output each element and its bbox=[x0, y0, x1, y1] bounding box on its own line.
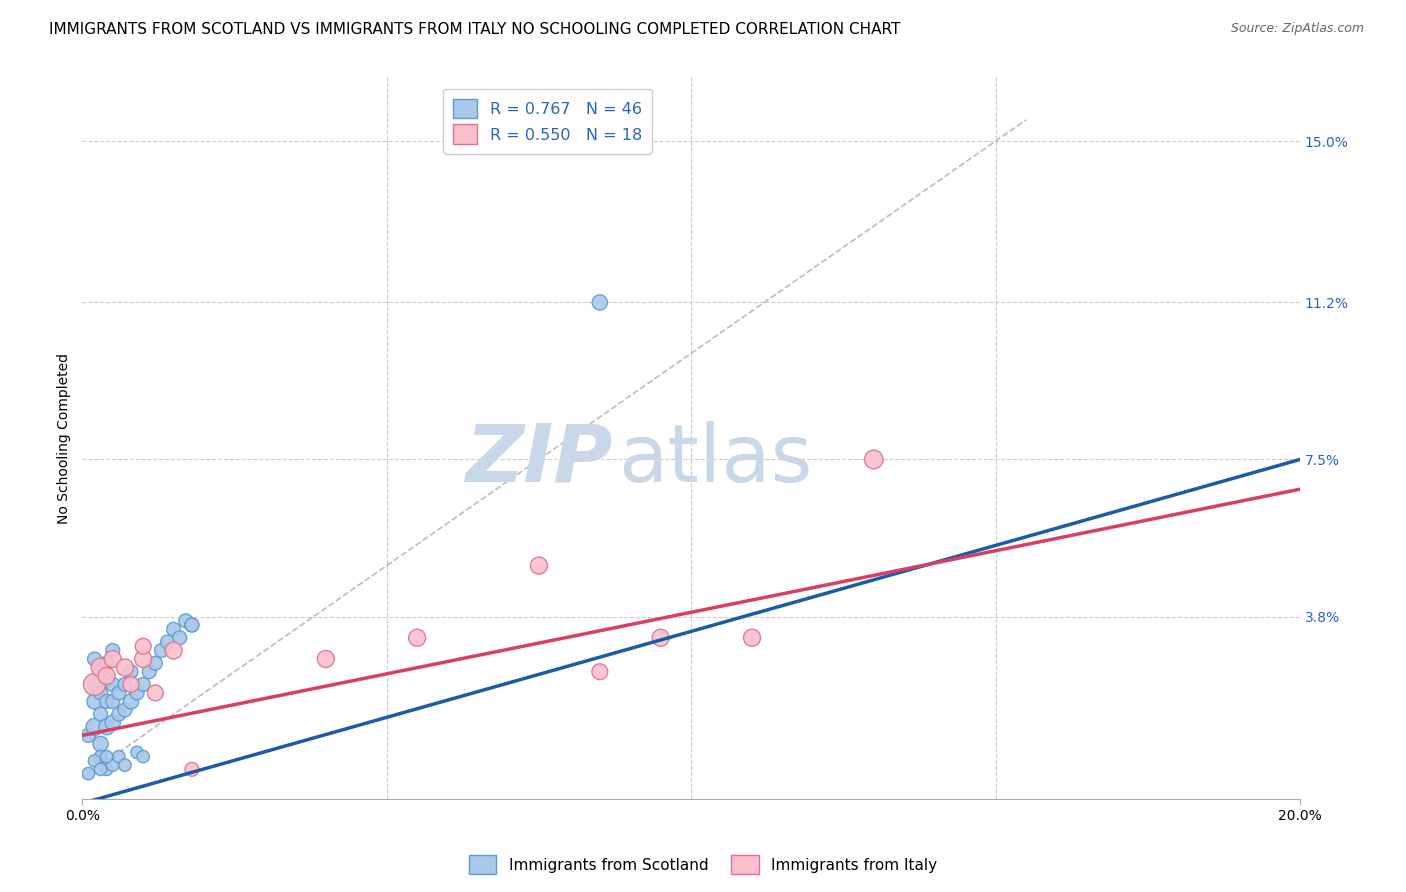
Point bbox=[162, 643, 184, 657]
Point bbox=[527, 558, 550, 573]
Point bbox=[108, 749, 131, 764]
Point bbox=[96, 720, 118, 734]
Point bbox=[132, 639, 155, 653]
Point bbox=[83, 652, 105, 666]
Point bbox=[90, 660, 112, 674]
Point bbox=[101, 715, 124, 730]
Point bbox=[101, 677, 124, 691]
Point bbox=[120, 665, 142, 679]
Point bbox=[132, 652, 155, 666]
Text: ZIP: ZIP bbox=[464, 421, 612, 499]
Point bbox=[83, 677, 105, 691]
Point bbox=[83, 694, 105, 708]
Point bbox=[96, 673, 118, 688]
Point bbox=[77, 766, 100, 780]
Point bbox=[114, 758, 136, 772]
Legend: R = 0.767   N = 46, R = 0.550   N = 18: R = 0.767 N = 46, R = 0.550 N = 18 bbox=[443, 89, 651, 153]
Point bbox=[90, 737, 112, 751]
Point bbox=[101, 652, 124, 666]
Point bbox=[77, 728, 100, 742]
Text: IMMIGRANTS FROM SCOTLAND VS IMMIGRANTS FROM ITALY NO SCHOOLING COMPLETED CORRELA: IMMIGRANTS FROM SCOTLAND VS IMMIGRANTS F… bbox=[49, 22, 901, 37]
Point bbox=[101, 643, 124, 657]
Point bbox=[156, 635, 179, 649]
Point bbox=[150, 643, 173, 657]
Point bbox=[174, 614, 197, 628]
Point bbox=[96, 762, 118, 776]
Point bbox=[143, 686, 166, 700]
Point bbox=[180, 762, 202, 776]
Point bbox=[96, 669, 118, 683]
Point bbox=[143, 657, 166, 671]
Point bbox=[127, 686, 149, 700]
Text: Source: ZipAtlas.com: Source: ZipAtlas.com bbox=[1230, 22, 1364, 36]
Point bbox=[96, 694, 118, 708]
Point bbox=[315, 652, 337, 666]
Point bbox=[83, 754, 105, 768]
Text: atlas: atlas bbox=[619, 421, 813, 499]
Point bbox=[114, 660, 136, 674]
Point bbox=[90, 749, 112, 764]
Point bbox=[741, 631, 763, 645]
Point bbox=[120, 694, 142, 708]
Point bbox=[96, 657, 118, 671]
Point bbox=[120, 677, 142, 691]
Point bbox=[589, 665, 612, 679]
Point bbox=[138, 665, 160, 679]
Point bbox=[96, 749, 118, 764]
Point bbox=[108, 686, 131, 700]
Point bbox=[83, 720, 105, 734]
Point bbox=[83, 677, 105, 691]
Point bbox=[650, 631, 672, 645]
Point bbox=[114, 703, 136, 717]
Point bbox=[180, 618, 202, 632]
Point bbox=[101, 694, 124, 708]
Point bbox=[101, 758, 124, 772]
Point bbox=[108, 707, 131, 722]
Point bbox=[90, 762, 112, 776]
Point bbox=[180, 618, 202, 632]
Point bbox=[114, 677, 136, 691]
Legend: Immigrants from Scotland, Immigrants from Italy: Immigrants from Scotland, Immigrants fro… bbox=[463, 849, 943, 880]
Y-axis label: No Schooling Completed: No Schooling Completed bbox=[58, 352, 72, 524]
Point bbox=[90, 707, 112, 722]
Point bbox=[862, 452, 884, 467]
Point bbox=[589, 295, 612, 310]
Point bbox=[406, 631, 429, 645]
Point bbox=[162, 622, 184, 636]
Point bbox=[132, 749, 155, 764]
Point bbox=[127, 745, 149, 759]
Point bbox=[169, 631, 191, 645]
Point bbox=[90, 686, 112, 700]
Point bbox=[132, 677, 155, 691]
Point bbox=[90, 665, 112, 679]
